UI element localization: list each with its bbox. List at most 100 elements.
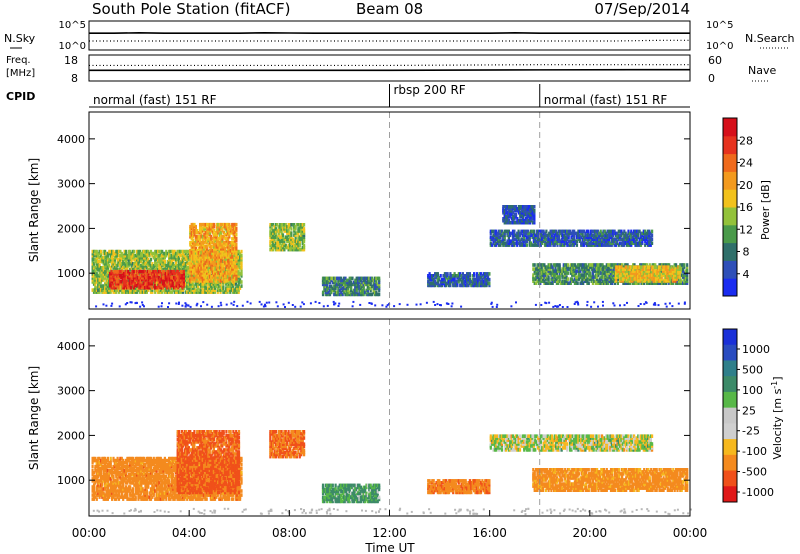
scatter-cell-3 bbox=[269, 243, 272, 248]
scatter-cell-7 bbox=[496, 231, 499, 236]
scatter-cell-2 bbox=[189, 233, 192, 237]
scatter-cell-2 bbox=[192, 261, 195, 265]
scatter-cell-3 bbox=[295, 245, 299, 250]
scatter-cell-0 bbox=[105, 253, 108, 258]
scatter-cell-0 bbox=[169, 249, 172, 254]
scatter-cell-2 bbox=[211, 259, 214, 263]
scatter-cell-7 bbox=[581, 233, 584, 238]
scatter-cell-7 bbox=[548, 241, 551, 245]
scatter-cell-7 bbox=[499, 233, 502, 238]
scatter-cell-5 bbox=[544, 271, 547, 275]
scatter-cell-0 bbox=[117, 262, 121, 266]
scatter-cell-1 bbox=[121, 275, 124, 280]
scatter-cell-2 bbox=[189, 267, 192, 271]
scatter-cell-0 bbox=[136, 266, 139, 270]
scatter-cell-5 bbox=[586, 281, 589, 285]
scatter-cell-7 bbox=[556, 235, 559, 240]
scatter-cell-3 bbox=[277, 241, 280, 246]
scatter-cell-7 bbox=[527, 233, 530, 238]
scatter-cell-7 bbox=[602, 231, 605, 236]
scatter-cell-3 bbox=[300, 223, 303, 227]
scatter-cell-2 bbox=[215, 227, 218, 231]
scatter-cell-2 bbox=[217, 251, 220, 255]
scatter-cell-0 bbox=[95, 280, 98, 284]
scatter-cell-2 bbox=[222, 222, 225, 227]
scatter-cell-4 bbox=[354, 286, 357, 291]
scatter-cell-2 bbox=[204, 265, 207, 269]
scatter-cell-2 bbox=[233, 231, 237, 235]
scatter-cell-2 bbox=[225, 224, 228, 229]
scatter-cell-1 bbox=[170, 279, 173, 284]
scatter-cell-5 bbox=[598, 265, 601, 269]
scatter-cell-2 bbox=[220, 251, 223, 255]
scatter-cell-1 bbox=[168, 273, 172, 278]
scatter-cell-6 bbox=[674, 275, 677, 279]
scatter-cell-6 bbox=[614, 271, 618, 275]
scatter-cell-5 bbox=[579, 275, 582, 279]
scatter-cell-5 bbox=[626, 263, 629, 267]
scatter-cell-3 bbox=[284, 243, 287, 248]
scatter-cell-3 bbox=[291, 247, 294, 252]
scatter-cell-7 bbox=[496, 233, 499, 238]
scatter-cell-1 bbox=[164, 275, 167, 280]
scatter-cell-7 bbox=[537, 229, 540, 234]
scatter-cell-2 bbox=[215, 222, 218, 227]
scatter-cell-4 bbox=[368, 292, 371, 297]
scatter-cell-0 bbox=[98, 255, 101, 260]
nave-ytick-right-top: 60 bbox=[708, 54, 722, 67]
scatter-cell-2 bbox=[190, 277, 193, 281]
scatter-cell-0 bbox=[106, 282, 109, 286]
scatter-cell-0 bbox=[239, 251, 242, 256]
scatter-cell-1 bbox=[175, 269, 178, 274]
scatter-cell-2 bbox=[201, 277, 204, 281]
scatter-cell-2 bbox=[196, 269, 199, 273]
scatter-cell-6 bbox=[644, 269, 647, 273]
scatter-cell-2 bbox=[189, 243, 192, 247]
scatter-cell-0 bbox=[101, 274, 104, 278]
scatter-cell-0 bbox=[111, 264, 114, 268]
scatter-cell-0 bbox=[105, 257, 108, 262]
date-label: 07/Sep/2014 bbox=[594, 0, 690, 18]
scatter-cell-0 bbox=[126, 288, 129, 292]
scatter-cell-0 bbox=[180, 266, 183, 270]
scatter-cell-0 bbox=[159, 257, 162, 262]
scatter-cell-2 bbox=[232, 279, 235, 283]
scatter-cell-4 bbox=[355, 276, 358, 281]
scatter-cell-7 bbox=[577, 231, 580, 236]
scatter-cell-2 bbox=[232, 241, 235, 245]
frequency-lines bbox=[89, 64, 691, 72]
scatter-cell-2 bbox=[204, 253, 207, 257]
scatter-cell-5 bbox=[686, 277, 689, 281]
scatter-cell-5 bbox=[557, 269, 560, 273]
scatter-cell-5 bbox=[544, 281, 547, 285]
scatter-cell-0 bbox=[227, 280, 230, 284]
scatter-cell-6 bbox=[662, 271, 665, 275]
scatter-cell-7 bbox=[546, 233, 549, 238]
scatter-cell-0 bbox=[240, 264, 243, 268]
scatter-cell-5 bbox=[602, 267, 606, 271]
scatter-cell-6 bbox=[621, 269, 624, 273]
scatter-cell-0 bbox=[191, 282, 194, 286]
scatter-cell-3 bbox=[283, 227, 286, 231]
scatter-cell-0 bbox=[234, 282, 237, 286]
scatter-cell-5 bbox=[533, 281, 536, 285]
scatter-cell-0 bbox=[111, 288, 114, 292]
scatter-cell-2 bbox=[207, 231, 210, 235]
scatter-cell-4 bbox=[341, 280, 344, 285]
scatter-cell-2 bbox=[201, 227, 204, 231]
scatter-cell-7 bbox=[498, 237, 501, 241]
scatter-cell-6 bbox=[641, 279, 644, 283]
scatter-cell-6 bbox=[659, 265, 662, 269]
scatter-cell-6 bbox=[627, 277, 630, 281]
scatter-cell-2 bbox=[217, 275, 220, 279]
scatter-cell-7 bbox=[502, 231, 505, 236]
scatter-cell-0 bbox=[156, 249, 160, 254]
scatter-cell-6 bbox=[617, 267, 620, 271]
scatter-cell-4 bbox=[333, 288, 336, 293]
scatter-cell-7 bbox=[517, 237, 520, 241]
scatter-cell-2 bbox=[193, 245, 196, 249]
scatter-cell-0 bbox=[181, 249, 185, 254]
scatter-cell-7 bbox=[595, 241, 598, 245]
scatter-cell-3 bbox=[277, 245, 280, 250]
scatter-cell-3 bbox=[283, 223, 286, 227]
